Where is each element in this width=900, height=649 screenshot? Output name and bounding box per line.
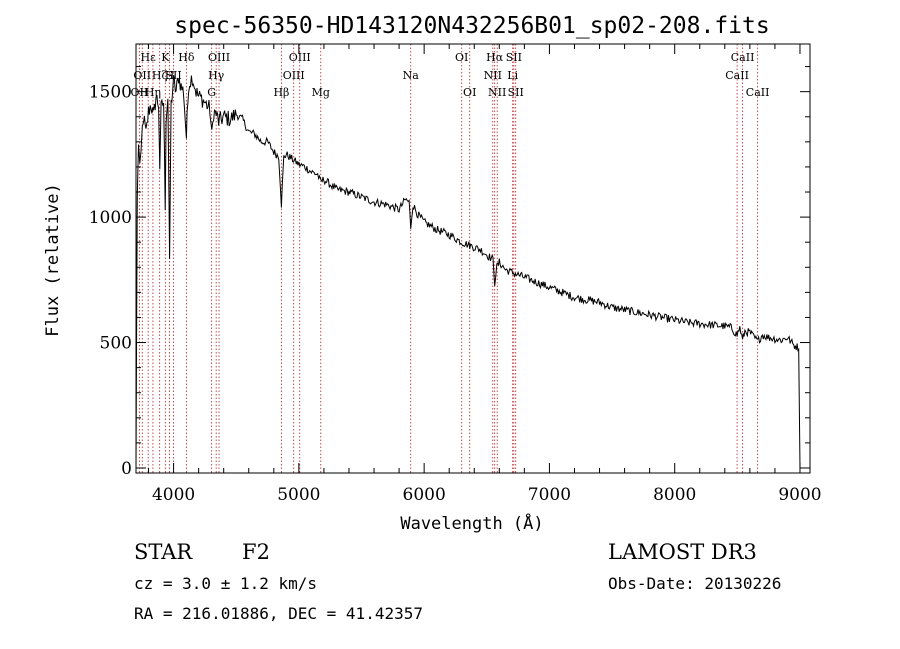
- marker-label-16: Na: [403, 69, 420, 82]
- marker-label-18: OI: [463, 86, 476, 99]
- emission-line-labels: OII OII Hε Hη Hζ KH SII Hδ G Hγ OIII Hβ OIII OIII Mg Na…: [131, 51, 770, 99]
- marker-label-0: OII: [131, 86, 149, 99]
- x-tick-label-5000: 5000: [277, 485, 320, 505]
- redshift-cz: cz = 3.0 ± 1.2 km/s: [134, 574, 318, 593]
- spectrum-chart: spec-56350-HD143120N432256B01_sp02-208.f…: [43, 13, 822, 534]
- marker-label-21: NII: [488, 86, 506, 99]
- marker-label-17: OI: [455, 51, 468, 64]
- marker-label-3: Hη: [145, 86, 161, 99]
- marker-label-22: Li: [507, 69, 518, 82]
- x-tick-label-8000: 8000: [653, 485, 696, 505]
- marker-label-5: K: [161, 51, 170, 64]
- marker-label-26: CaII: [731, 51, 755, 64]
- survey-name: LAMOST DR3: [608, 540, 757, 564]
- y-tick-label-500: 500: [100, 334, 132, 354]
- spectrum-series-line: [135, 75, 801, 469]
- emission-line-markers: [138, 44, 759, 473]
- marker-label-14: OIII: [289, 51, 311, 64]
- marker-label-4: Hζ: [152, 69, 168, 82]
- y-axis-ticks: 0 500 1000 1500: [89, 66, 810, 479]
- y-tick-label-1000: 1000: [89, 208, 132, 228]
- marker-label-27: CaII: [746, 86, 770, 99]
- marker-label-15: Mg: [312, 86, 330, 99]
- x-axis-ticks: 4000 5000 6000 7000 8000 9000: [148, 44, 822, 505]
- marker-label-20: Hα: [486, 51, 504, 64]
- observation-date: Obs-Date: 20130226: [608, 574, 782, 593]
- x-axis-label: Wavelength (Å): [400, 512, 543, 534]
- y-tick-label-1500: 1500: [89, 83, 132, 103]
- x-tick-label-6000: 6000: [403, 485, 446, 505]
- marker-label-1: OII: [133, 69, 151, 82]
- marker-label-25: CaII: [725, 69, 749, 82]
- y-axis-label: Flux (relative): [43, 183, 63, 337]
- y-tick-label-0: 0: [121, 459, 132, 479]
- marker-label-10: Hγ: [208, 69, 225, 82]
- marker-label-12: Hβ: [273, 86, 289, 99]
- marker-label-2: Hε: [141, 51, 157, 64]
- x-tick-label-7000: 7000: [528, 485, 571, 505]
- marker-label-8: Hδ: [178, 51, 195, 64]
- x-tick-label-4000: 4000: [152, 485, 195, 505]
- chart-title: spec-56350-HD143120N432256B01_sp02-208.f…: [174, 13, 769, 39]
- marker-label-24: SII: [508, 86, 524, 99]
- marker-label-23: SII: [506, 51, 522, 64]
- x-tick-label-9000: 9000: [778, 485, 821, 505]
- marker-label-9: G: [207, 86, 216, 99]
- marker-label-13: OIII: [283, 69, 305, 82]
- coordinates: RA = 216.01886, DEC = 41.42357: [134, 604, 423, 623]
- marker-label-11: OIII: [208, 51, 230, 64]
- object-subclass: F2: [242, 540, 270, 564]
- marker-label-19: NII: [484, 69, 502, 82]
- plot-frame: [135, 43, 811, 474]
- marker-label-6: H: [165, 69, 175, 82]
- object-class: STAR: [134, 540, 193, 564]
